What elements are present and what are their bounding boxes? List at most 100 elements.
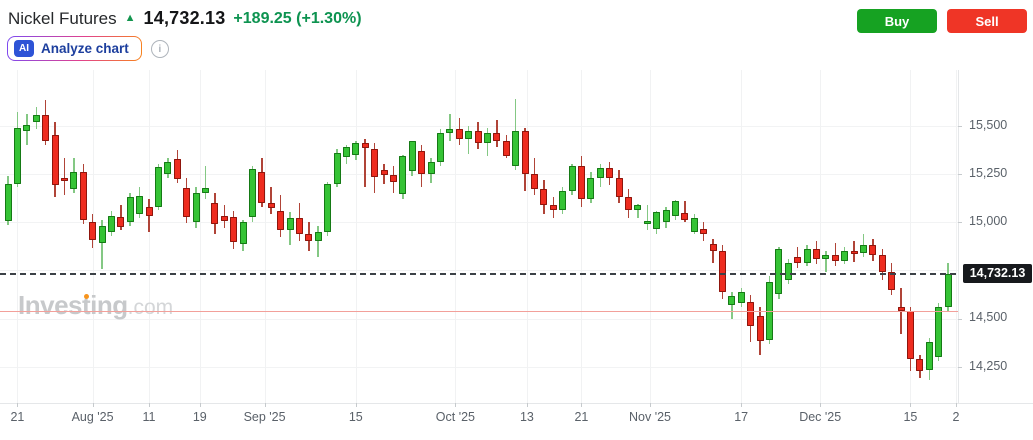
candle[interactable] [568, 166, 576, 192]
candle[interactable] [944, 273, 952, 307]
candle[interactable] [850, 251, 858, 254]
candle[interactable] [935, 306, 943, 358]
candle[interactable] [643, 221, 651, 224]
candle[interactable] [878, 254, 886, 273]
candle[interactable] [728, 296, 736, 305]
candle[interactable] [822, 254, 830, 259]
candle[interactable] [653, 212, 661, 229]
candle[interactable] [455, 129, 463, 139]
candle[interactable] [474, 131, 482, 143]
candle[interactable] [154, 167, 162, 208]
candle[interactable] [831, 254, 839, 261]
candle[interactable] [408, 141, 416, 172]
candle[interactable] [183, 188, 191, 218]
candle[interactable] [606, 168, 614, 178]
candle[interactable] [42, 115, 50, 141]
candle[interactable] [4, 184, 12, 221]
candle[interactable] [925, 341, 933, 371]
candle[interactable] [615, 177, 623, 197]
candle[interactable] [126, 197, 134, 222]
candle[interactable] [305, 233, 313, 242]
candle[interactable] [192, 193, 200, 223]
buy-button[interactable]: Buy [857, 9, 937, 33]
candle[interactable] [79, 171, 87, 221]
candle[interactable] [258, 172, 266, 203]
candle[interactable] [399, 156, 407, 195]
candle[interactable] [718, 251, 726, 292]
candle[interactable] [493, 133, 501, 141]
candle[interactable] [201, 188, 209, 194]
candle[interactable] [286, 218, 294, 230]
analyze-chart-button[interactable]: AI Analyze chart [7, 36, 142, 61]
candle[interactable] [136, 196, 144, 215]
candle[interactable] [13, 127, 21, 185]
candle[interactable] [239, 222, 247, 244]
sell-button[interactable]: Sell [947, 9, 1027, 33]
candle[interactable] [418, 151, 426, 175]
candle[interactable] [446, 129, 454, 134]
candle[interactable] [267, 202, 275, 209]
candle[interactable] [906, 310, 914, 359]
candle[interactable] [512, 131, 520, 167]
candle[interactable] [897, 306, 905, 311]
candle[interactable] [671, 200, 679, 217]
candle[interactable] [483, 133, 491, 143]
candle[interactable] [662, 209, 670, 222]
candle[interactable] [117, 217, 125, 227]
candle[interactable] [342, 146, 350, 158]
candle[interactable] [295, 218, 303, 234]
candle[interactable] [812, 249, 820, 259]
candle[interactable] [51, 135, 59, 186]
candle[interactable] [577, 166, 585, 199]
candle[interactable] [700, 228, 708, 234]
candle[interactable] [324, 184, 332, 232]
candle[interactable] [775, 249, 783, 295]
candle[interactable] [634, 204, 642, 211]
candle[interactable] [747, 302, 755, 327]
candle[interactable] [916, 359, 924, 371]
candle[interactable] [32, 115, 40, 122]
candle[interactable] [540, 189, 548, 205]
candle[interactable] [869, 245, 877, 255]
candle[interactable] [98, 225, 106, 244]
candle[interactable] [756, 315, 764, 341]
candle[interactable] [624, 196, 632, 211]
candle[interactable] [737, 291, 745, 304]
candle[interactable] [465, 131, 473, 140]
candle[interactable] [859, 245, 867, 253]
candle[interactable] [248, 169, 256, 218]
candle[interactable] [89, 222, 97, 241]
candle[interactable] [107, 216, 115, 232]
candle[interactable] [502, 141, 510, 157]
candle[interactable] [277, 210, 285, 230]
candle[interactable] [220, 216, 228, 221]
candle[interactable] [333, 152, 341, 185]
candle[interactable] [60, 177, 68, 181]
candle[interactable] [145, 206, 153, 217]
candle[interactable] [521, 131, 529, 174]
candle[interactable] [709, 244, 717, 251]
candle[interactable] [211, 202, 219, 224]
info-icon[interactable]: i [150, 39, 169, 58]
candle[interactable] [361, 142, 369, 149]
candle[interactable] [380, 170, 388, 176]
candle[interactable] [314, 231, 322, 242]
candle[interactable] [587, 177, 595, 199]
candle[interactable] [427, 162, 435, 175]
candle[interactable] [596, 168, 604, 178]
candle[interactable] [371, 148, 379, 178]
candle[interactable] [784, 262, 792, 280]
candle[interactable] [173, 159, 181, 180]
candle[interactable] [164, 162, 172, 175]
candle[interactable] [888, 272, 896, 290]
candle[interactable] [436, 133, 444, 163]
candle[interactable] [352, 142, 360, 156]
candle[interactable] [23, 124, 31, 132]
candle[interactable] [681, 213, 689, 221]
candle[interactable] [389, 175, 397, 183]
candle[interactable] [230, 217, 238, 242]
candle[interactable] [549, 204, 557, 211]
candle[interactable] [530, 173, 538, 190]
candle[interactable] [794, 256, 802, 263]
